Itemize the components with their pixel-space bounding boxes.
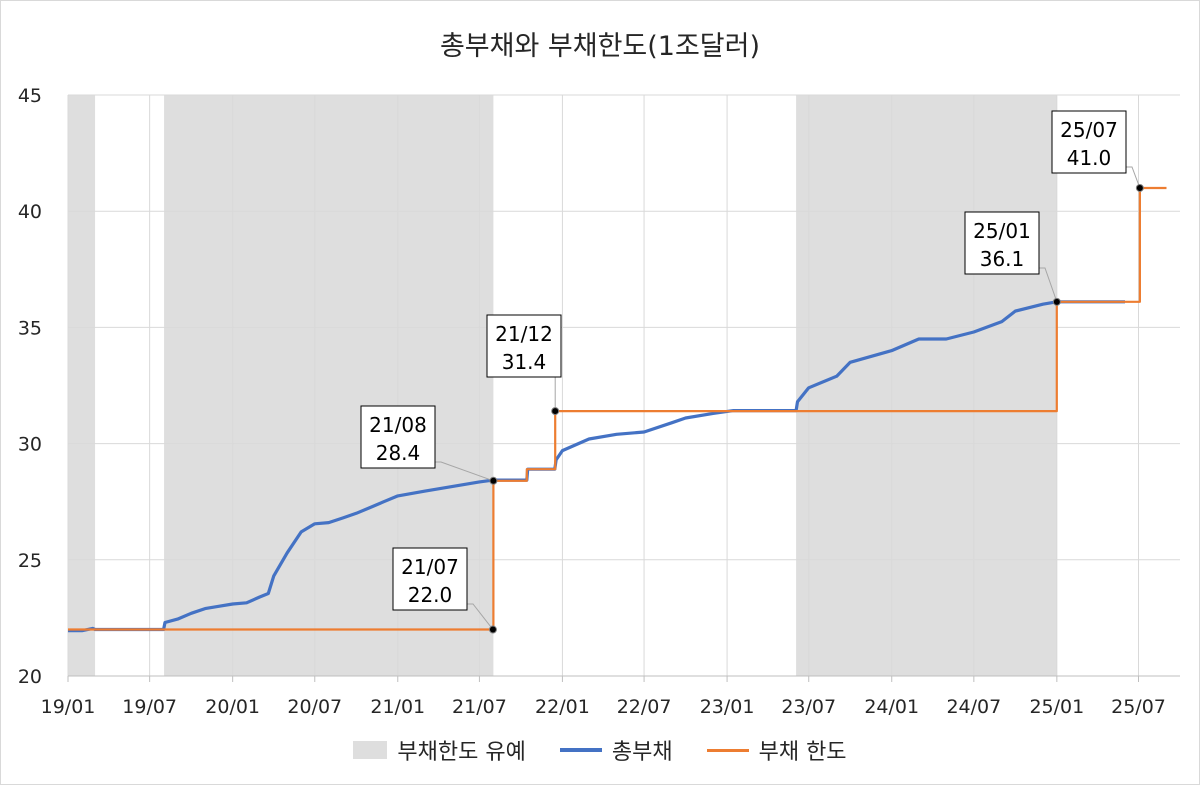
x-axis: 19/01 19/07 20/01 20/07 21/01 21/07 22/01 22/07…	[41, 676, 1166, 718]
suspension-band	[796, 95, 1057, 676]
annotation-value: 31.4	[502, 350, 547, 374]
annotations: 21/07 22.0 21/08 28.4 21/12 31.4 25/01 36.1 25/0…	[360, 110, 1144, 634]
legend-swatch-suspension	[353, 741, 388, 759]
annotation-leader	[467, 603, 494, 630]
annotation-leader	[1126, 166, 1141, 189]
annotation-box	[486, 314, 562, 378]
x-tick-label: 24/01	[864, 696, 919, 718]
y-tick-label: 40	[18, 201, 42, 223]
annotation-box	[964, 211, 1040, 275]
y-axis: 20 25 30 35 40 45	[18, 85, 42, 688]
x-tick-label: 22/07	[617, 696, 672, 718]
annotation-point	[1135, 183, 1144, 192]
x-tick-label: 22/01	[535, 696, 590, 718]
series-line-total-debt	[68, 300, 1125, 633]
legend-label-suspension: 부채한도 유예	[397, 740, 526, 765]
annotation-point	[551, 407, 560, 416]
annotation-box	[1051, 110, 1127, 174]
legend-swatch-debt-limit	[706, 748, 749, 752]
legend-swatch-total-debt	[559, 748, 602, 752]
y-tick-label: 25	[18, 550, 42, 572]
annotation-date: 21/07	[401, 555, 459, 579]
x-tick-label: 21/07	[452, 696, 507, 718]
annotation-date: 21/08	[369, 413, 427, 437]
annotation-value: 28.4	[376, 441, 421, 465]
x-tick-label: 20/07	[287, 696, 342, 718]
annotation-leader	[435, 461, 494, 482]
annotation-value: 36.1	[980, 247, 1025, 271]
legend-item-suspension: 부채한도 유예	[353, 734, 526, 766]
annotation-value: 41.0	[1067, 146, 1112, 170]
x-tick-label: 23/07	[781, 696, 836, 718]
legend-item-debt-limit: 부채 한도	[706, 734, 847, 766]
annotation-value: 22.0	[408, 583, 453, 607]
legend-label-debt-limit: 부채 한도	[758, 740, 847, 765]
y-tick-label: 35	[18, 317, 42, 339]
chart-title: 총부채와 부채한도(1조달러)	[439, 31, 761, 62]
x-tick-label: 24/07	[946, 696, 1001, 718]
annotation-date: 21/12	[495, 322, 553, 346]
legend: 부채한도 유예 총부채 부채 한도	[0, 734, 1200, 766]
x-tick-label: 20/01	[205, 696, 260, 718]
x-tick-label: 19/07	[122, 696, 177, 718]
legend-item-total-debt: 총부채	[559, 734, 673, 766]
annotation-leader	[1039, 267, 1058, 303]
series-lines	[68, 186, 1167, 633]
y-tick-label: 45	[18, 85, 42, 107]
x-tick-label: 21/01	[370, 696, 425, 718]
annotation-point	[488, 625, 497, 634]
x-tick-label: 25/01	[1029, 696, 1084, 718]
legend-label-total-debt: 총부채	[611, 740, 673, 765]
annotation-box	[360, 405, 436, 469]
y-tick-label: 30	[18, 434, 42, 456]
grid-lines	[67, 94, 1180, 677]
annotation-date: 25/07	[1060, 118, 1118, 142]
suspension-band	[68, 95, 96, 676]
annotation-date: 25/01	[973, 219, 1031, 243]
series-line-debt-limit	[68, 186, 1167, 631]
annotation-point	[489, 476, 498, 485]
annotation-box	[392, 547, 468, 611]
annotation-leader	[524, 376, 556, 412]
y-tick-label: 20	[18, 666, 42, 688]
x-tick-label: 23/01	[700, 696, 755, 718]
annotation-point	[1052, 297, 1061, 306]
x-tick-label: 19/01	[41, 696, 96, 718]
x-tick-label: 25/07	[1111, 696, 1166, 718]
